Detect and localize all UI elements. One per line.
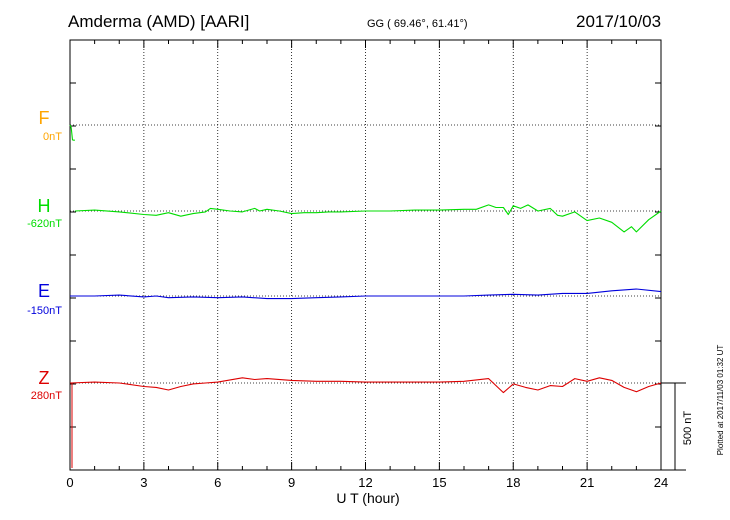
series-baseline-f: 0nT: [43, 131, 62, 143]
plot-date: 2017/10/03: [576, 12, 661, 31]
x-tick-label: 12: [358, 475, 372, 490]
series-name-f: F: [39, 108, 50, 128]
x-tick-labels: 0 3 6 9 12 15 18 21 24: [66, 475, 668, 490]
x-tick-label: 0: [66, 475, 73, 490]
series-name-z: Z: [39, 368, 50, 388]
series-baseline-z: 280nT: [31, 390, 62, 402]
x-tick-label: 21: [580, 475, 594, 490]
axis-ticks: [69, 40, 662, 470]
station-title: Amderma (AMD) [AARI]: [68, 12, 249, 31]
plotted-timestamp: Plotted at 2017/11/03 01:32 UT: [716, 345, 725, 456]
x-tick-label: 9: [288, 475, 295, 490]
x-axis-label: U T (hour): [336, 490, 399, 506]
series-line-f: [69, 124, 75, 141]
series-line-z: [69, 377, 662, 394]
series-name-h: H: [38, 196, 51, 216]
series-name-e: E: [38, 281, 50, 301]
series-labels: F 0nT H -620nT E -150nT Z 280nT: [27, 108, 62, 402]
series-baseline-e: -150nT: [27, 305, 62, 317]
x-tick-label: 18: [506, 475, 520, 490]
scale-bar: 500 nT: [661, 382, 694, 471]
x-tick-label: 15: [432, 475, 446, 490]
station-coords: GG ( 69.46°, 61.41°): [367, 18, 468, 30]
plot-frame: [69, 39, 662, 471]
grid: [70, 40, 661, 470]
series-line-h: [74, 204, 662, 233]
series-line-e: [70, 288, 662, 300]
data-lines: [69, 124, 662, 468]
x-tick-label: 24: [654, 475, 668, 490]
x-tick-label: 3: [140, 475, 147, 490]
x-tick-label: 6: [214, 475, 221, 490]
series-baseline-h: -620nT: [27, 218, 62, 230]
scale-bar-label: 500 nT: [682, 411, 694, 446]
